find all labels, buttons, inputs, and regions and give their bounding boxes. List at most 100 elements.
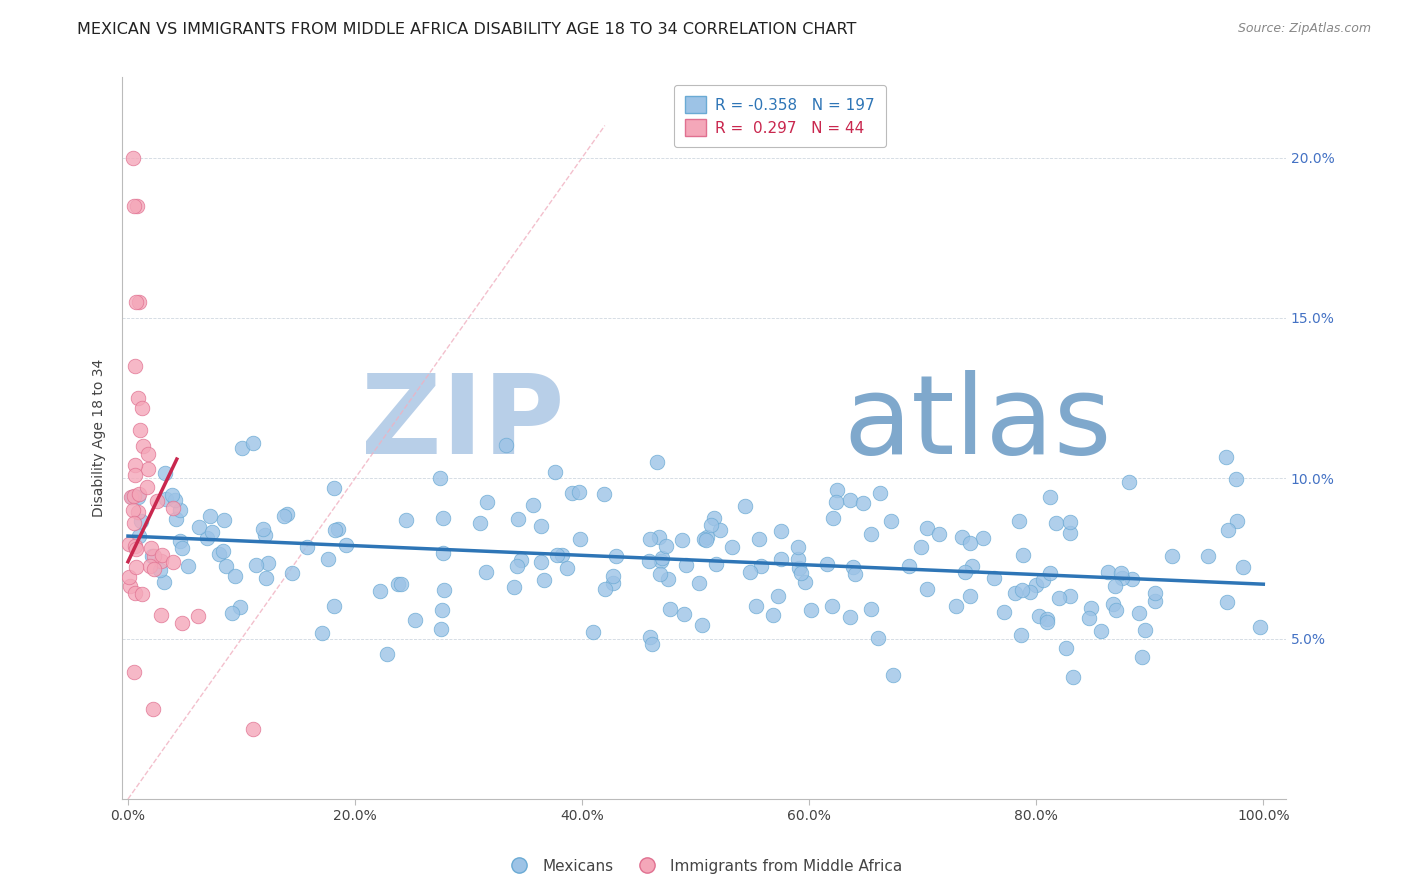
Point — [326, 522, 349, 536]
Text: MEXICAN VS IMMIGRANTS FROM MIDDLE AFRICA DISABILITY AGE 18 TO 34 CORRELATION CHA: MEXICAN VS IMMIGRANTS FROM MIDDLE AFRICA… — [77, 22, 856, 37]
Point — [150, 549, 173, 563]
Point — [121, 151, 143, 165]
Point — [959, 535, 981, 549]
Point — [163, 493, 186, 508]
Point — [910, 541, 932, 555]
Point — [898, 558, 921, 573]
Point — [131, 587, 153, 601]
Point — [1077, 611, 1099, 625]
Point — [1160, 549, 1182, 564]
Point — [146, 494, 169, 508]
Point — [1225, 514, 1247, 528]
Point — [122, 516, 145, 530]
Point — [1105, 603, 1128, 617]
Point — [1104, 579, 1126, 593]
Point — [546, 549, 568, 563]
Point — [1215, 450, 1237, 465]
Point — [1216, 524, 1239, 538]
Point — [675, 558, 697, 573]
Point — [928, 526, 950, 541]
Point — [389, 577, 412, 591]
Point — [387, 576, 409, 591]
Point — [551, 548, 574, 562]
Point — [1039, 491, 1062, 505]
Point — [1225, 471, 1247, 485]
Point — [993, 605, 1015, 619]
Point — [1035, 615, 1057, 629]
Point — [769, 552, 792, 566]
Point — [790, 566, 813, 580]
Point — [276, 507, 298, 521]
Point — [1121, 572, 1143, 586]
Point — [1059, 589, 1081, 603]
Point — [602, 569, 624, 583]
Point — [429, 471, 451, 485]
Point — [650, 554, 672, 568]
Point — [638, 532, 661, 546]
Point — [201, 524, 224, 539]
Point — [468, 516, 491, 531]
Point — [696, 530, 718, 544]
Point — [155, 491, 177, 506]
Point — [124, 585, 146, 599]
Point — [1062, 670, 1084, 684]
Point — [128, 529, 150, 543]
Point — [839, 610, 862, 624]
Point — [118, 579, 141, 593]
Point — [747, 533, 769, 547]
Point — [124, 542, 146, 557]
Point — [124, 467, 146, 482]
Point — [169, 503, 191, 517]
Point — [593, 582, 616, 596]
Point — [651, 551, 673, 566]
Point — [1109, 566, 1132, 580]
Point — [721, 540, 744, 554]
Point — [1130, 650, 1153, 665]
Point — [852, 496, 875, 510]
Point — [125, 295, 148, 310]
Point — [671, 533, 693, 548]
Point — [433, 583, 456, 598]
Point — [475, 495, 498, 509]
Point — [136, 462, 159, 476]
Point — [734, 500, 756, 514]
Point — [124, 665, 146, 679]
Point — [1054, 640, 1077, 655]
Point — [659, 602, 682, 616]
Point — [1008, 514, 1031, 528]
Point — [706, 557, 728, 571]
Point — [127, 505, 149, 519]
Point — [208, 547, 231, 561]
Point — [149, 608, 172, 623]
Point — [242, 436, 264, 450]
Point — [1216, 594, 1239, 608]
Point — [1004, 586, 1026, 600]
Point — [122, 199, 145, 213]
Point — [395, 513, 418, 527]
Point — [960, 559, 983, 574]
Point — [1059, 515, 1081, 529]
Point — [770, 524, 793, 539]
Point — [169, 534, 191, 549]
Point — [430, 623, 453, 637]
Point — [953, 565, 976, 579]
Point — [657, 573, 679, 587]
Point — [122, 503, 145, 517]
Point — [592, 487, 614, 501]
Point — [177, 558, 200, 573]
Point — [124, 458, 146, 473]
Point — [172, 615, 194, 630]
Point — [221, 606, 243, 620]
Point — [1133, 623, 1156, 637]
Point — [787, 551, 810, 566]
Point — [124, 539, 146, 553]
Point — [821, 599, 844, 613]
Point — [117, 570, 139, 584]
Point — [215, 559, 238, 574]
Point — [245, 558, 267, 572]
Point — [1090, 624, 1112, 638]
Point — [823, 511, 845, 525]
Point — [827, 483, 849, 497]
Point — [254, 571, 277, 585]
Point — [1045, 516, 1067, 530]
